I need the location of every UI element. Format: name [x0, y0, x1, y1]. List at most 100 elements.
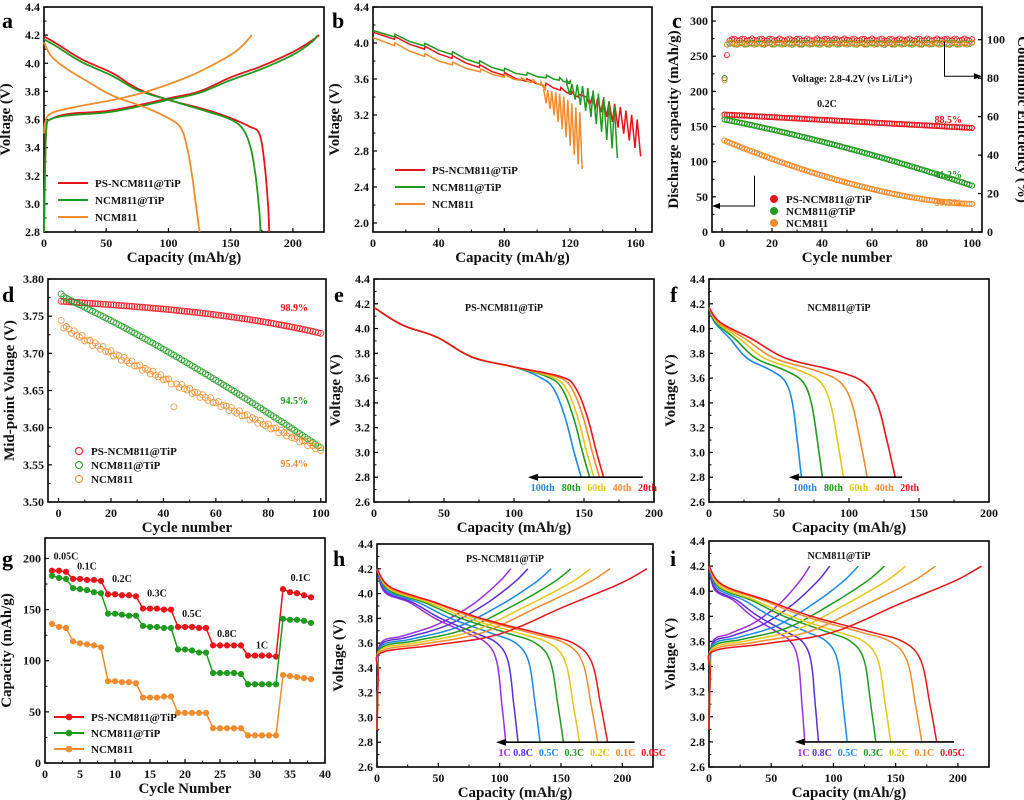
panel-title: NCM811@TiP: [807, 551, 870, 562]
rate-point: [279, 671, 287, 679]
discharge-curve: [708, 565, 923, 743]
rate-point: [111, 610, 119, 617]
y-tick-label: 3.65: [23, 384, 44, 398]
ce-point: [824, 41, 831, 48]
x-tick-label: 100: [491, 771, 509, 785]
rate-point: [118, 611, 126, 618]
x-tick-label: 40: [319, 767, 331, 781]
cycle-label: 80th: [562, 483, 581, 494]
retention-label: 88.5%: [935, 115, 963, 126]
arrow-head: [495, 738, 506, 746]
x-tick-label: 100: [840, 506, 858, 520]
y-tick-label: 3.4: [358, 661, 373, 675]
y-right-tick-label: 100: [987, 33, 1005, 47]
midpoint-voltage-point: [298, 437, 306, 444]
y-tick-label: 4.0: [25, 56, 40, 70]
y-tick-label: 4.2: [690, 297, 705, 311]
y-tick-label: 3.80: [23, 272, 44, 286]
rate-point: [146, 694, 154, 701]
midpoint-voltage-point: [57, 317, 65, 324]
x-axis-label: Capacity (mAh/g): [792, 520, 907, 536]
x-axis-label: Capacity (mAh/g): [792, 785, 907, 800]
midpoint-voltage-point: [249, 316, 257, 324]
midpoint-voltage-point: [256, 317, 264, 325]
x-tick-label: 40: [433, 236, 445, 250]
x-axis-label: Capacity (mAh/g): [455, 250, 570, 266]
rate-label: 0.1C: [291, 573, 311, 584]
legend-marker: [65, 713, 73, 721]
discharge-curve: [43, 41, 201, 233]
midpoint-voltage-point: [196, 309, 204, 317]
panel-letter: e: [334, 282, 344, 307]
rate-point: [160, 606, 168, 613]
x-axis-label: Cycle number: [142, 520, 233, 536]
capacity-point: [966, 200, 973, 207]
y-tick-label: 150: [23, 603, 41, 617]
y-right-tick-label: 0: [987, 225, 993, 239]
panel-title: PS-NCM811@TiP: [466, 554, 544, 565]
y-tick-label: 100: [690, 155, 708, 169]
rate-point: [251, 732, 259, 739]
rate-point: [244, 681, 252, 688]
y-tick-label: 3.2: [355, 421, 370, 435]
ce-point: [791, 39, 798, 46]
y-tick-label: 100: [23, 654, 41, 668]
rate-point: [265, 732, 273, 739]
rate-label: 0.1C: [77, 562, 97, 573]
rate-label: 0.5C: [539, 748, 559, 759]
panel-d: 0 20 40 60 80 100 3.50 3.55 3.60 3.65 3.70 3.75 3.80…: [2, 272, 330, 536]
x-tick-label: 150: [575, 506, 593, 520]
y-tick-label: 2.8: [354, 144, 369, 158]
midpoint-voltage-point: [301, 326, 309, 334]
y-tick-label: 3.0: [358, 710, 373, 724]
rate-point: [188, 647, 196, 654]
x-tick-label: 25: [214, 767, 226, 781]
midpoint-voltage-point: [270, 424, 277, 432]
ce-point: [856, 39, 863, 46]
rate-point: [104, 610, 112, 617]
midpoint-voltage-point: [238, 412, 246, 420]
ce-point: [911, 39, 918, 46]
y-tick-label: 150: [690, 120, 708, 134]
rate-point: [55, 623, 63, 631]
y-axis-label: Voltage (V): [663, 354, 679, 426]
x-axis-label: Cycle number: [802, 250, 893, 266]
midpoint-voltage-point: [317, 329, 325, 337]
rate-point: [118, 679, 126, 686]
ce-point: [819, 39, 826, 46]
y-tick-label: 200: [23, 551, 41, 565]
midpoint-voltage-point: [262, 318, 270, 326]
ce-point: [786, 41, 793, 48]
midpoint-voltage-point: [107, 347, 115, 355]
midpoint-voltage-point: [243, 315, 251, 323]
rate-point: [174, 623, 182, 631]
ce-point: [759, 41, 766, 48]
rate-point: [258, 681, 266, 688]
midpoint-voltage-point: [275, 321, 283, 328]
midpoint-voltage-point: [128, 302, 136, 310]
rate-point: [202, 624, 210, 632]
midpoint-voltage-point: [259, 318, 267, 326]
midpoint-voltage-point: [117, 302, 125, 310]
x-tick-label: 30: [249, 767, 261, 781]
discharge-curve: [376, 568, 519, 743]
x-tick-label: 50: [765, 771, 777, 785]
midpoint-voltage-point: [97, 300, 104, 308]
midpoint-voltage-point: [123, 302, 131, 310]
x-tick-label: 0: [370, 236, 376, 250]
ce-point: [726, 39, 733, 46]
midpoint-voltage-point: [165, 306, 173, 314]
capacity-point: [968, 124, 976, 132]
midpoint-voltage-point: [131, 362, 138, 370]
midpoint-voltage-point: [246, 316, 254, 324]
y-tick-label: 50: [696, 190, 708, 204]
x-tick-label: 150: [222, 236, 240, 250]
rate-point: [258, 732, 266, 739]
x-tick-label: 0: [55, 506, 61, 520]
rate-point: [83, 641, 91, 648]
arrow-head: [974, 73, 982, 80]
midpoint-voltage-point: [283, 322, 291, 330]
midpoint-voltage-point: [254, 317, 262, 325]
y-tick-label: 3.2: [690, 421, 705, 435]
y-tick-label: 3.70: [23, 346, 44, 360]
